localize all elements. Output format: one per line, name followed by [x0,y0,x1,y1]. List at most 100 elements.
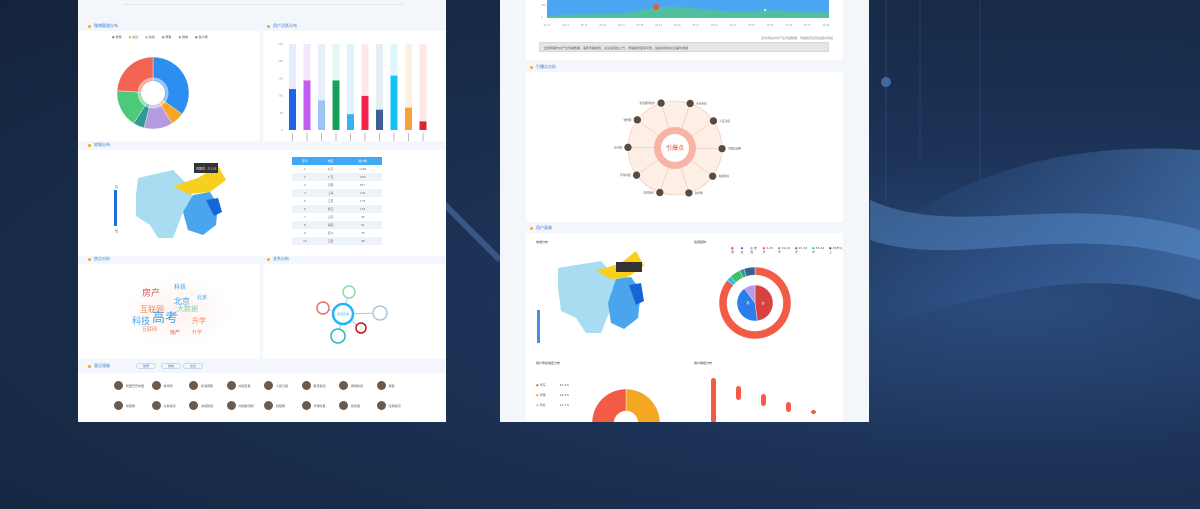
table-row: 8 湖南 61 [292,221,382,229]
leader-item[interactable]: 新京报 [339,401,360,410]
leader-item[interactable]: 阿里巴巴中国 [114,381,144,390]
svg-text:北京高考: 北京高考 [337,311,349,316]
burst-user-avatar[interactable] [656,98,666,108]
donut-slice[interactable] [116,56,154,93]
level-bar[interactable] [811,410,816,414]
legend-item[interactable]: ● 客户端 [195,35,208,39]
network-node[interactable] [342,285,356,299]
avatar [151,381,161,390]
bar[interactable] [332,80,340,130]
legend-item[interactable]: ● 微信 [178,35,189,39]
leader-item[interactable]: 财经网 [264,401,285,410]
word-cloud-term[interactable]: 互联网 [142,327,158,333]
network-node[interactable] [316,301,330,315]
word-cloud-term[interactable]: 大数据 [177,305,198,313]
leader-item[interactable]: 搜狐 [376,381,395,390]
legend-item[interactable]: ● 新闻 [145,35,155,39]
word-cloud-term[interactable]: 房产 [142,289,161,299]
word-cloud-term[interactable]: 升学 [192,330,203,336]
y-tick-label: 200 [278,59,283,63]
tab-wechat[interactable]: 微信 [161,363,181,369]
leader-item[interactable]: 腾讯新闻 [301,381,326,390]
table-header[interactable]: 序号 [292,157,318,165]
bar[interactable] [303,80,311,130]
level-bar[interactable] [711,378,716,422]
leader-item[interactable]: 新华网 [151,381,173,390]
legend-item[interactable]: ● 45岁以上 [829,246,843,254]
burst-user-avatar[interactable] [632,170,641,180]
legend-item[interactable]: ● 男 [731,246,735,254]
map-card: 高 低 内蒙古 : 5,131 序号 地区 用户数 1 北京 1494 2 广东 979 3 河南 8… [78,150,446,256]
gender-slice[interactable] [744,284,756,304]
peak-marker[interactable] [653,4,659,10]
leader-item[interactable]: 网易新闻 [339,381,363,390]
burst-user-avatar[interactable] [717,144,727,153]
leader-item[interactable]: 头条新闻 [151,401,176,410]
table-header[interactable]: 用户数 [343,157,382,165]
burst-user-label: 财经网 [624,118,632,122]
legend-item[interactable]: ● 0-18岁 [762,246,773,254]
donut-slice[interactable] [152,56,190,115]
tab-forum[interactable]: 论坛 [183,363,203,369]
burst-user-avatar[interactable] [655,188,665,197]
bar[interactable] [361,95,369,130]
legend-item[interactable]: ● 19-24岁 [777,246,791,254]
legend-item[interactable]: ● 35-44岁 [811,246,825,254]
point-marker[interactable] [764,9,766,11]
word-cloud-term[interactable]: 北京 [197,295,208,301]
legend-item[interactable]: ● 微博 [112,35,122,39]
table-cell: 北京 [327,167,334,171]
legend-item[interactable]: ● 25-34岁 [794,246,808,254]
table-cell: 四川 [327,231,334,235]
network-node[interactable] [330,328,346,344]
leader-item[interactable]: 澎湃新闻 [376,401,401,410]
level-bar[interactable] [736,386,741,400]
table-header[interactable]: 地区 [317,157,344,165]
leader-item[interactable]: 中国日报 [226,381,251,390]
table-cell: 江西 [327,239,334,243]
leader-item[interactable]: 中国新闻网 [226,401,254,410]
network-center-node[interactable] [331,302,355,326]
legend-item[interactable]: ● 博客 [161,35,172,39]
burst-user-avatar[interactable] [684,188,694,198]
word-cloud-term[interactable]: 科技 [174,284,187,291]
region-slice[interactable] [591,388,627,422]
burst-user-avatar[interactable] [633,115,642,125]
region-slice[interactable] [625,388,661,422]
burst-user-avatar[interactable] [709,116,718,126]
bar[interactable] [376,109,383,130]
bar[interactable] [405,107,412,130]
table-cell: 10 [303,239,307,243]
legend-item[interactable]: ● 未知 [750,246,757,254]
bar[interactable] [390,75,398,130]
bar[interactable] [419,121,427,130]
word-cloud-term[interactable]: 高考 [152,311,179,326]
bar[interactable] [318,100,325,130]
age-slice[interactable] [743,266,756,277]
leader-item[interactable]: 央视新闻 [189,401,213,410]
burst-user-avatar[interactable] [685,99,695,108]
tab-weibo[interactable]: 微博 [136,363,156,369]
word-cloud-term[interactable]: 科技 [132,317,151,327]
avatar [301,381,311,390]
level-bar[interactable] [786,402,791,412]
leader-item[interactable]: 环球时报 [301,401,326,410]
word-cloud-term[interactable]: 北京 [174,297,190,306]
word-cloud-term[interactable]: 房产 [170,330,181,336]
bar[interactable] [289,89,296,130]
avatar [264,381,273,390]
word-cloud-term[interactable]: 互联网 [140,305,164,314]
level-bar[interactable] [761,394,766,406]
leader-item[interactable]: 新浪博客 [189,381,213,390]
network-node[interactable] [372,305,388,321]
network-node[interactable] [355,322,367,334]
bar[interactable] [347,114,354,130]
leader-item[interactable]: 凤凰网 [114,401,135,410]
burst-user-avatar[interactable] [708,171,717,181]
leader-item[interactable]: 人民日报 [264,381,288,390]
legend-item[interactable]: ● 论坛 [128,35,139,39]
gender-slice[interactable] [754,284,774,322]
burst-user-avatar[interactable] [623,143,633,152]
word-cloud-term[interactable]: 升学 [192,317,206,325]
legend-item[interactable]: ● 女 [740,246,744,254]
